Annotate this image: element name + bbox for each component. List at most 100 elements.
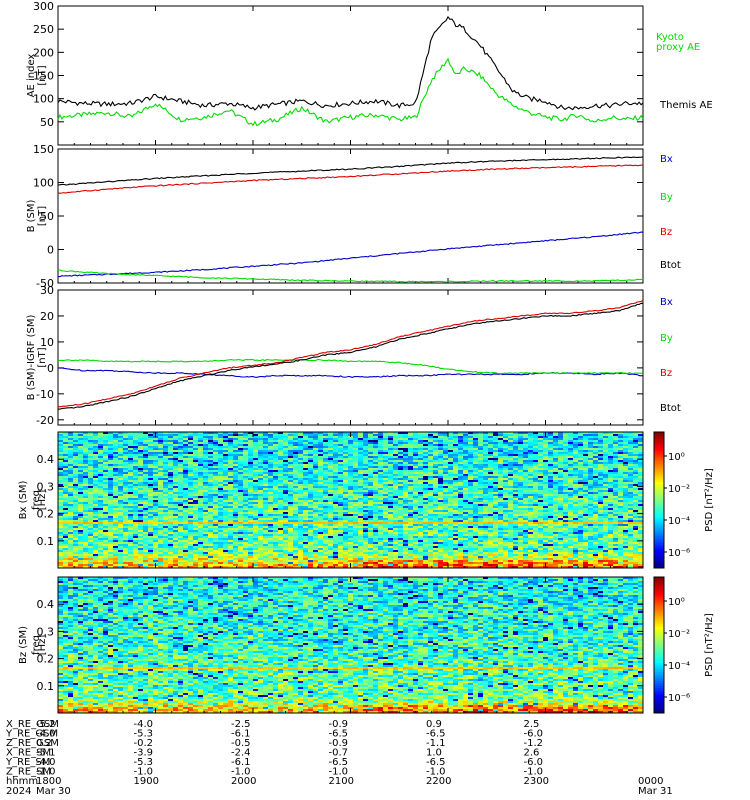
spectrogram-cell [83,552,89,555]
spectrogram-cell [88,524,94,527]
spectrogram-cell [118,518,124,521]
spectrogram-cell [88,520,94,523]
spectrogram-cell [113,458,119,461]
spectrogram-cell [128,472,134,475]
spectrogram-cell [113,506,119,509]
spectrogram-cell [123,562,129,565]
spectrogram-cell [83,482,89,485]
y-tick-label: 10 [40,336,54,349]
spectrogram-cell [88,434,94,437]
spectrogram-cell [123,538,129,541]
spectrogram-cell [118,492,124,495]
spectrogram-cell [58,542,64,545]
spectrogram-cell [88,510,94,513]
spectrogram-cell [128,490,134,493]
spectrogram-cell [88,488,94,491]
spectrogram-cell [63,510,69,513]
spectrogram-cell [123,524,129,527]
spectrogram-cell [58,554,64,557]
spectrogram-cell [128,536,134,539]
spectrogram-cell [68,444,74,447]
spectrogram-cell [108,550,114,553]
spectrogram-cell [63,438,69,441]
spectrogram-cell [93,560,99,563]
spectrogram-cell [73,486,79,489]
spectrogram-cell [83,478,89,481]
spectrogram-cell [98,526,104,529]
spectrogram-cell [83,502,89,505]
spectrogram-cell [108,440,114,443]
spectrogram-cell [78,524,84,527]
spectrogram-cell [83,554,89,557]
spectrogram-cell [103,506,109,509]
spectrogram-cell [58,562,64,565]
spectrogram-cell [118,442,124,445]
spectrogram-cell [118,498,124,501]
spectrogram-cell [93,474,99,477]
spectrogram-cell [103,544,109,547]
spectrogram-cell [98,542,104,545]
spectrogram-cell [103,474,109,477]
spectrogram-cell [103,468,109,471]
spectrogram-cell [98,558,104,561]
spectrogram-cell [103,454,109,457]
spectrogram-cell [83,550,89,553]
spectrogram-cell [113,462,119,465]
spectrogram-cell [88,490,94,493]
spectrogram-cell [118,510,124,513]
spectrogram-cell [128,520,134,523]
spectrogram-cell [123,452,129,455]
spectrogram-cell [68,450,74,453]
spectrogram-cell [63,444,69,447]
spectrogram-cell [123,522,129,525]
spectrogram-cell [78,550,84,553]
spectrogram-cell [78,464,84,467]
spectrogram-cell [98,540,104,543]
spectrogram-cell [73,504,79,507]
spectrogram-cell [108,436,114,439]
spectrogram-cell [83,522,89,525]
spectrogram-cell [88,556,94,559]
spectrogram-cell [78,442,84,445]
spectrogram-cell [98,506,104,509]
spectrogram-cell [58,502,64,505]
spectrogram-cell [108,446,114,449]
spectrogram-cell [123,546,129,549]
spectrogram-cell [103,538,109,541]
spectrogram-cell [68,458,74,461]
spectrogram-cell [73,468,79,471]
spectrogram-cell [113,492,119,495]
spectrogram-cell [83,452,89,455]
spectrogram-cell [103,496,109,499]
spectrogram-cell [113,534,119,537]
spectrogram-cell [103,500,109,503]
spectrogram-cell [78,500,84,503]
spectrogram-cell [93,456,99,459]
spectrogram-cell [68,474,74,477]
spectrogram-cell [88,544,94,547]
spectrogram-cell [83,432,89,435]
spectrogram-cell [63,456,69,459]
y-tick-label: 30 [40,284,54,297]
spectrogram-cell [73,448,79,451]
spectrogram-cell [108,534,114,537]
spectrogram-cell [73,522,79,525]
spectrogram-cell [108,524,114,527]
spectrogram-cell [78,462,84,465]
spectrogram-cell [103,452,109,455]
spectrogram-cell [123,434,129,437]
spectrogram-cell [103,518,109,521]
spectrogram-cell [93,460,99,463]
spectrogram-cell [63,450,69,453]
spectrogram-cell [83,494,89,497]
spectrogram-cell [123,558,129,561]
spectrogram-cell [128,530,134,533]
spectrogram-cell [108,464,114,467]
spectrogram-cell [103,532,109,535]
spectrogram-cell [98,470,104,473]
spectrogram-cell [73,560,79,563]
spectrogram-cell [78,502,84,505]
spectrogram-cell [118,476,124,479]
spectrogram-cell [98,480,104,483]
spectrogram-cell [73,454,79,457]
